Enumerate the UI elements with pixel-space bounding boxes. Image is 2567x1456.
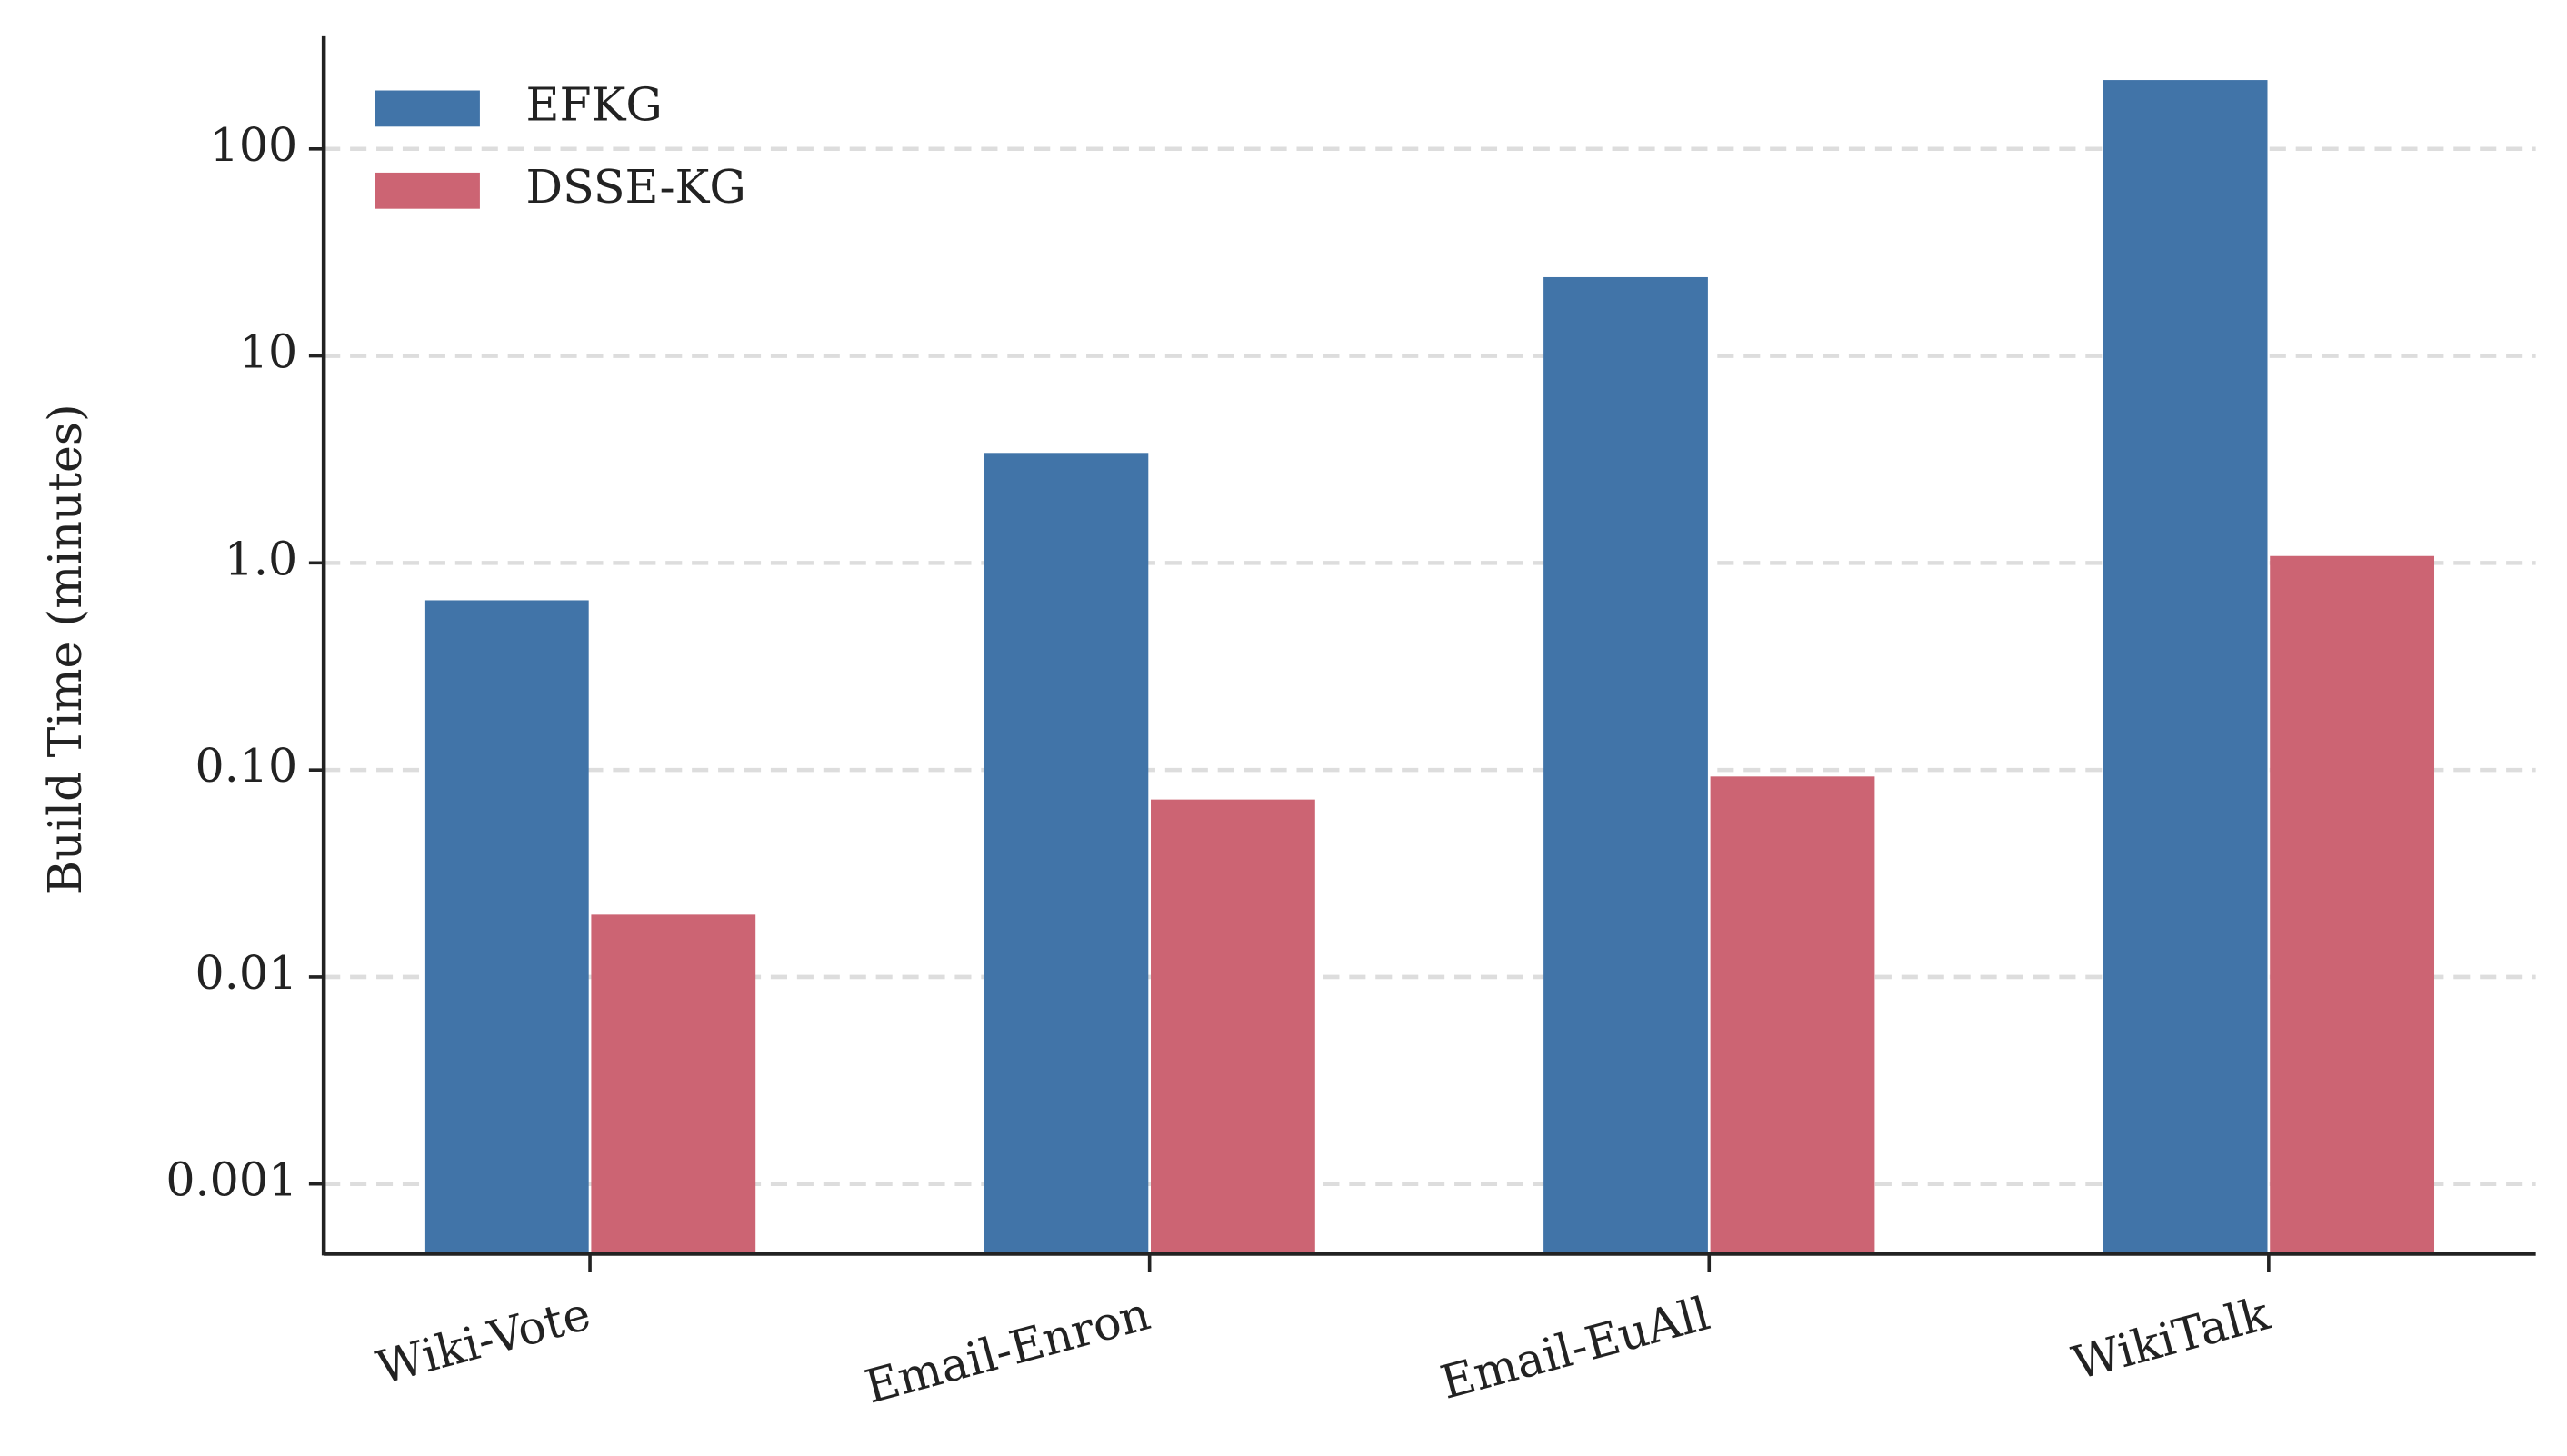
bar (1151, 799, 1315, 1254)
legend-label: DSSE-KG (526, 160, 746, 214)
bar (1710, 776, 1875, 1254)
bar (2103, 80, 2268, 1254)
bar (2270, 555, 2435, 1254)
bar (1543, 276, 1708, 1254)
x-tick-label: WikiTalk (2067, 1286, 2276, 1391)
y-tick-label: 100 (210, 118, 298, 172)
bar (984, 453, 1149, 1254)
legend-swatch (375, 90, 480, 127)
bar (591, 914, 756, 1254)
y-tick-label: 10 (239, 325, 297, 379)
x-tick-label: Email-Enron (859, 1286, 1155, 1413)
y-axis-label: Build Time (minutes) (38, 404, 92, 894)
y-tick-label: 0.10 (195, 739, 298, 793)
legend-label: EFKG (526, 77, 663, 131)
y-tick-label: 0.001 (165, 1153, 297, 1207)
x-tick-label: Wiki-Vote (371, 1286, 595, 1394)
y-tick-label: 0.01 (195, 946, 298, 1000)
x-tick-label: Email-EuAll (1435, 1286, 1715, 1409)
legend-swatch (375, 172, 480, 209)
y-tick-label: 1.0 (225, 532, 298, 585)
bar (424, 600, 589, 1254)
